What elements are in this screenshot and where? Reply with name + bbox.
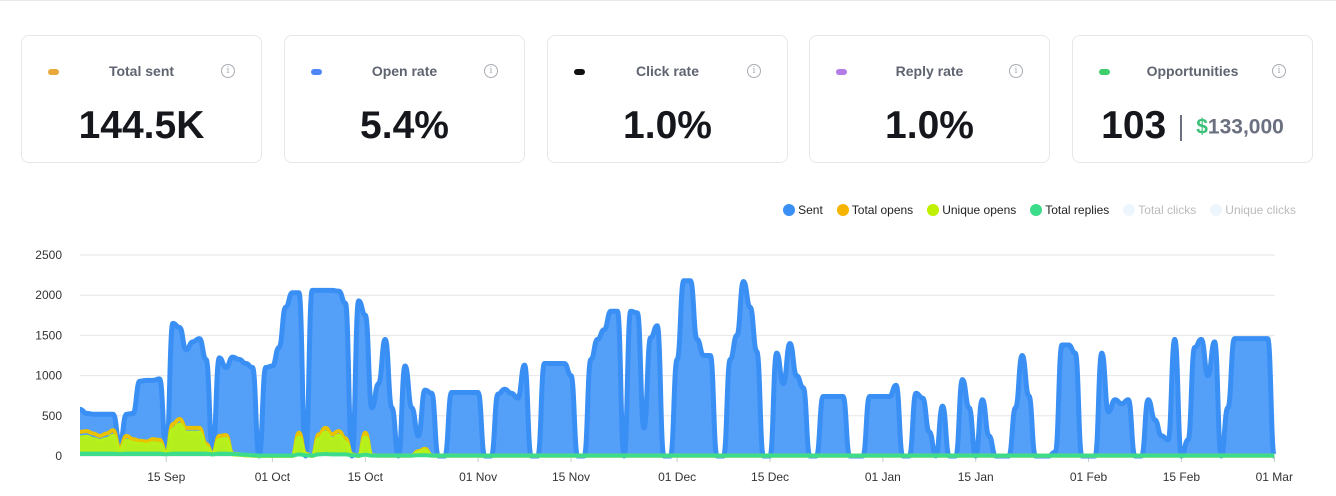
legend-marker [836,204,849,216]
legend-label: Sent [798,203,823,217]
legend-item-total-opens[interactable]: Total opens [836,203,914,217]
stat-card-open-rate: Open rate i 5.4% [284,35,525,163]
legend-label: Unique opens [942,203,1017,217]
legend-label: Total clicks [1138,203,1197,217]
stat-card-reply-rate: Reply rate i 1.0% [809,35,1050,163]
info-icon[interactable]: i [221,64,235,78]
stat-title: Open rate [371,63,438,79]
opportunity-amount: $133,000 [1196,115,1284,139]
legend-item-total-clicks[interactable]: Total clicks [1123,203,1196,217]
legend-marker [927,204,940,216]
legend-item-unique-clicks[interactable]: Unique clicks [1210,203,1296,217]
stat-title: Reply rate [895,63,964,79]
stat-title: Total sent [108,63,175,79]
color-indicator [48,69,59,75]
x-tick-label: 01 Nov [459,470,497,484]
x-tick-label: 15 Sep [147,470,185,484]
stat-value: 5.4% [360,104,449,147]
stat-card-total-sent: Total sent i 144.5K [21,35,262,163]
legend-item-unique-opens[interactable]: Unique opens [927,203,1016,217]
info-icon[interactable]: i [1009,64,1023,78]
y-tick-label: 1500 [35,328,62,342]
stat-card-opportunities: Opportunities i 103 $133,000 [1072,35,1313,163]
legend-label: Total replies [1045,203,1110,217]
y-tick-label: 2000 [35,288,62,302]
color-indicator [311,69,322,75]
stat-title: Click rate [635,63,700,79]
legend-item-total-replies[interactable]: Total replies [1030,203,1109,217]
x-tick-label: 01 Mar [1256,470,1293,484]
stat-title: Opportunities [1146,63,1239,79]
x-tick-label: 01 Oct [255,470,291,484]
stat-value: 144.5K [78,104,205,147]
color-indicator [574,69,585,75]
info-icon[interactable]: i [747,64,761,78]
x-tick-label: 15 Dec [751,470,789,484]
y-tick-label: 500 [42,409,62,423]
legend-label: Total opens [851,203,914,217]
legend-label: Unique clicks [1225,203,1296,217]
stat-value: 1.0% [623,104,712,147]
divider [1180,114,1183,141]
legend-marker [783,204,796,216]
legend-item-sent[interactable]: Sent [783,203,823,217]
x-tick-label: 01 Dec [658,470,696,484]
x-tick-label: 15 Oct [348,470,384,484]
y-tick-label: 2500 [35,248,62,262]
x-tick-label: 01 Feb [1070,470,1108,484]
legend-marker [1210,204,1223,216]
stat-value: 103 [1101,104,1167,147]
y-tick-label: 1000 [35,369,62,383]
stat-value: 1.0% [885,104,974,147]
info-icon[interactable]: i [1272,64,1286,78]
x-tick-label: 15 Jan [958,470,994,484]
x-tick-label: 15 Feb [1163,470,1201,484]
chart-legend: Sent Total opens Unique opens Total replies… [783,203,1296,217]
x-tick-label: 15 Nov [552,470,590,484]
y-tick-label: 0 [55,449,62,463]
x-tick-label: 01 Jan [865,470,901,484]
color-indicator [836,69,847,75]
stat-card-click-rate: Click rate i 1.0% [547,35,788,163]
legend-marker [1030,204,1043,216]
color-indicator [1099,69,1110,75]
total-replies-line [79,451,1275,458]
legend-marker [1123,204,1136,216]
info-icon[interactable]: i [484,64,498,78]
